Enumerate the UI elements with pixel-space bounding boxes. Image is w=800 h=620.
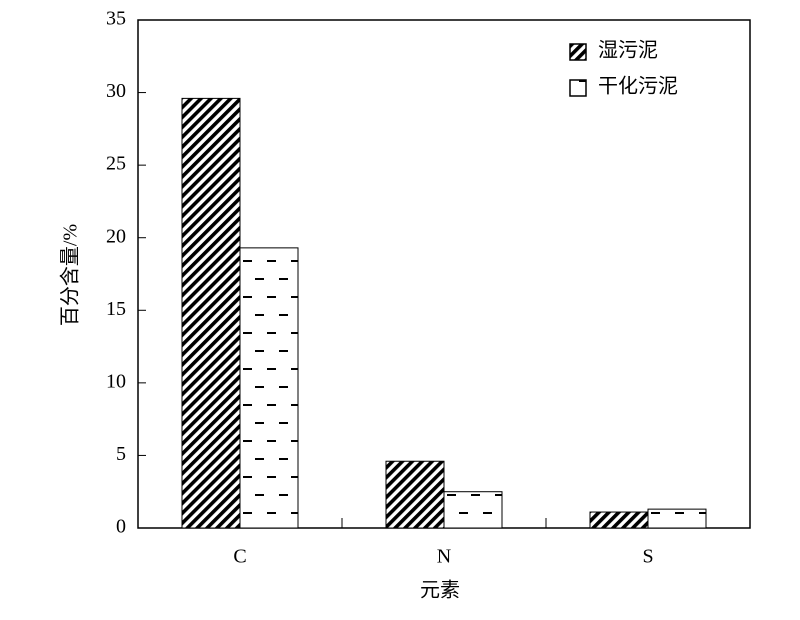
bar bbox=[589, 511, 649, 529]
y-tick-label: 35 bbox=[106, 8, 126, 30]
x-tick-label: N bbox=[437, 546, 451, 568]
y-tick-label: 10 bbox=[106, 370, 126, 392]
x-tick-label: C bbox=[233, 546, 246, 568]
bar bbox=[647, 508, 707, 529]
y-tick-label: 5 bbox=[116, 443, 126, 465]
bar bbox=[385, 460, 445, 529]
y-tick-label: 25 bbox=[106, 153, 126, 175]
legend-swatch bbox=[569, 79, 587, 97]
bar bbox=[181, 97, 241, 529]
legend-label: 湿污泥 bbox=[598, 39, 658, 62]
y-tick-label: 15 bbox=[106, 298, 126, 320]
x-axis-label: 元素 bbox=[420, 579, 460, 602]
legend-label: 干化污泥 bbox=[598, 75, 678, 98]
y-tick-label: 30 bbox=[106, 80, 126, 102]
y-tick-label: 0 bbox=[116, 516, 126, 538]
y-tick-label: 20 bbox=[106, 225, 126, 247]
bar bbox=[239, 247, 299, 529]
legend-swatch bbox=[569, 43, 587, 61]
bar bbox=[443, 491, 503, 529]
y-axis-label: 百分含量/% bbox=[59, 224, 82, 326]
x-tick-label: S bbox=[642, 546, 653, 568]
